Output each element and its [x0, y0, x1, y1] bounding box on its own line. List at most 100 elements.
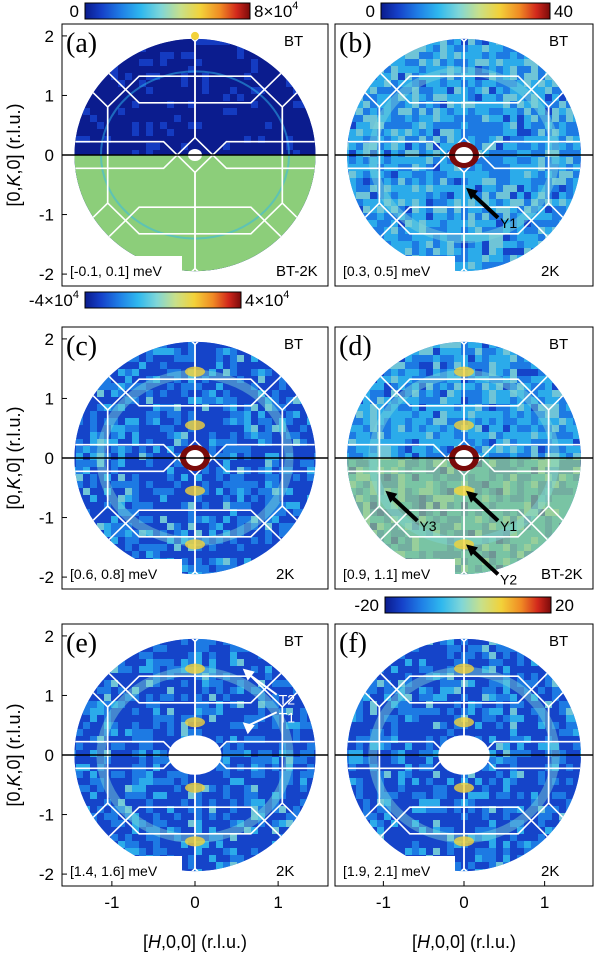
- x-axis-title: [H,0,0] (r.l.u.): [412, 932, 516, 952]
- resonance-spot: [185, 836, 205, 847]
- y-tick-label: -1: [39, 509, 54, 528]
- lower-label: 2K: [276, 863, 294, 880]
- arrow-head: [466, 544, 478, 557]
- colorbar-min-label: 0: [366, 2, 375, 21]
- upper-label: BT: [284, 336, 303, 353]
- x-tick-label: -1: [104, 893, 119, 912]
- energy-window-label: [1.4, 1.6] meV: [70, 863, 158, 879]
- upper-label: BT: [549, 33, 568, 50]
- resonance-spot: [454, 836, 474, 847]
- y-tick-label: -1: [39, 206, 54, 225]
- resonance-spot: [185, 420, 205, 431]
- x-tick-label: 1: [540, 893, 549, 912]
- colorbar-max-label: 40: [554, 2, 573, 21]
- energy-window-box: [64, 256, 182, 284]
- y-tick-label: -1: [39, 806, 54, 825]
- arrow-head: [242, 722, 255, 735]
- panel-letter: (d): [339, 331, 372, 362]
- upper-label: BT: [549, 633, 568, 650]
- colorbar-gradient: [84, 2, 251, 20]
- panel-letter: (f): [339, 628, 367, 659]
- upper-label: BT: [284, 33, 303, 50]
- resonance-spot: [454, 420, 474, 431]
- x-tick-label: -1: [376, 893, 391, 912]
- energy-window-box: [337, 856, 455, 884]
- energy-window-label: [0.3, 0.5] meV: [343, 263, 431, 279]
- y-tick-label: 2: [45, 627, 54, 646]
- arrow-head: [466, 490, 478, 503]
- energy-window-label: [1.9, 2.1] meV: [343, 863, 431, 879]
- panel-letter: (b): [339, 28, 372, 59]
- colorbar-min-label: -4×104: [29, 289, 79, 310]
- y-axis-title: [0,K,0] (r.l.u.): [4, 703, 24, 806]
- colorbar-gradient: [84, 291, 242, 309]
- colorbar-min-label: 0: [70, 2, 79, 21]
- energy-window-box: [64, 856, 182, 884]
- lower-label: 2K: [541, 263, 559, 280]
- colorbar-3: -20 20: [354, 596, 574, 615]
- y-tick-label: -2: [39, 568, 54, 587]
- upper-label: BT: [284, 633, 303, 650]
- panel-letter: (a): [66, 28, 97, 59]
- panel-frame: [334, 23, 594, 287]
- energy-window-label: [-0.1, 0.1] meV: [70, 263, 162, 279]
- y-tick-label: 2: [45, 27, 54, 46]
- annotation-arrow: [468, 190, 500, 220]
- y-axis-title: [0,K,0] (r.l.u.): [4, 103, 24, 206]
- colorbar-1: 0 40: [366, 2, 573, 21]
- resonance-spot: [185, 366, 205, 377]
- panel-frame: [334, 326, 594, 590]
- x-axis-title: [H,0,0] (r.l.u.): [143, 932, 247, 952]
- annotation-arrow: [246, 671, 278, 696]
- resonance-spot: [185, 663, 205, 674]
- y-tick-label: -2: [39, 865, 54, 884]
- annotation-arrow: [388, 493, 419, 523]
- resonance-spot: [454, 366, 474, 377]
- resonance-spot: [454, 717, 474, 728]
- annotation-label-Y3: Y3: [419, 518, 436, 534]
- y-tick-label: 1: [45, 86, 54, 105]
- resonance-spot: [185, 717, 205, 728]
- lower-label: 2K: [276, 566, 294, 583]
- annotation-label-Y2: Y2: [500, 571, 517, 587]
- panel-letter: (c): [66, 331, 97, 362]
- energy-window-label: [0.6, 0.8] meV: [70, 566, 158, 582]
- annotation-label-Y1: Y1: [500, 215, 517, 231]
- annotation-arrow: [468, 546, 500, 576]
- y-tick-label: 1: [45, 389, 54, 408]
- y-axis-title: [0,K,0] (r.l.u.): [4, 406, 24, 509]
- colorbar-max-label: 20: [555, 596, 574, 615]
- resonance-spot: [185, 485, 205, 496]
- annotation-arrow: [246, 711, 278, 728]
- arrow-head: [466, 187, 478, 200]
- annotation-label-T2: T2: [279, 692, 296, 708]
- colorbar-2: -4×104 4×104: [29, 289, 290, 310]
- colorbar-gradient: [384, 596, 552, 614]
- y-tick-label: 0: [45, 746, 54, 765]
- energy-window-box: [64, 559, 182, 587]
- upper-label: BT: [549, 336, 568, 353]
- y-tick-label: -2: [39, 265, 54, 284]
- annotation-arrow: [468, 493, 500, 523]
- resonance-spot: [185, 782, 205, 793]
- colorbar-min-label: -20: [354, 596, 379, 615]
- y-tick-label: 0: [45, 449, 54, 468]
- panel-letter: (e): [66, 628, 97, 659]
- x-tick-label: 1: [273, 893, 282, 912]
- resonance-spot: [185, 539, 205, 550]
- y-tick-label: 2: [45, 330, 54, 349]
- colorbar-max-label: 8×104: [254, 0, 298, 21]
- arrow-head: [385, 490, 398, 503]
- bragg-peak: [191, 31, 199, 40]
- annotation-label-T1: T1: [279, 709, 296, 725]
- energy-window-box: [337, 256, 455, 284]
- x-tick-label: 0: [190, 893, 199, 912]
- colorbar-max-label: 4×104: [245, 289, 289, 310]
- colorbar-0: 0 8×104: [70, 0, 299, 21]
- lower-label: BT-2K: [276, 263, 318, 280]
- y-tick-label: 0: [45, 146, 54, 165]
- resonance-spot: [454, 782, 474, 793]
- annotation-label-Y1: Y1: [500, 518, 517, 534]
- resonance-spot: [454, 663, 474, 674]
